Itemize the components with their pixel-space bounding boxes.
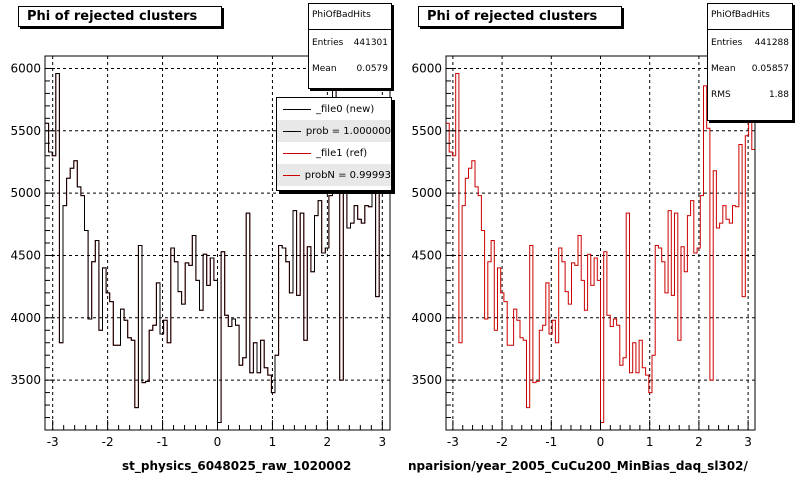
left-xtick-label: -1 [157,435,169,449]
legend-entry-probn: probN = 0.99993 [277,164,391,186]
left-xtick-label: 2 [324,435,332,449]
left-ytick-label: 3500 [10,373,41,387]
left-stats-mean-row: Mean 0.0579 [309,56,391,82]
left-pad: 3500 4000 4500 5000 5500 6000 -3 -2 -1 0 1 2 3 Phi o… [10,3,392,473]
right-histogram-plot: 3500 4000 4500 5000 5500 6000 -3 -2 -1 0 1 2 3 [411,55,756,449]
right-stats-name: PhiOfBadHits [708,4,792,30]
right-plot-title: Phi of rejected clusters [418,6,622,27]
left-plot-title: Phi of rejected clusters [18,6,222,27]
right-ytick-label: 4500 [411,248,442,262]
legend-swatch-prob [283,130,301,132]
left-x-axis-label: st_physics_6048025_raw_1020002 [122,459,352,473]
legend-label-file0: _file0 (new) [316,103,375,115]
right-x-axis-label: nparision/year_2005_CuCu200_MinBias_daq_… [408,459,748,473]
right-stats-rms-value: 1.88 [768,90,789,100]
right-ytick-label: 4000 [411,311,442,325]
right-stats-entries-value: 441288 [754,38,789,48]
left-stats-box[interactable]: PhiOfBadHits Entries 441301 Mean 0.0579 [308,3,392,89]
left-xtick-label: 0 [214,435,222,449]
left-xtick-label: 3 [378,435,386,449]
right-stats-entries-label: Entries [711,38,743,48]
legend-swatch-file1 [283,152,311,154]
left-xtick-label: -2 [102,435,114,449]
right-xtick-label: 2 [695,435,703,449]
legend-entry-file0: _file0 (new) [277,98,391,120]
right-stats-rms-label: RMS [711,90,731,100]
legend-label-probn: probN = 0.99993 [304,169,391,181]
right-ytick-label: 6000 [411,61,442,75]
legend-swatch-probn [283,174,300,176]
left-stats-entries-row: Entries 441301 [309,30,391,56]
right-stats-entries-row: Entries 441288 [708,30,792,56]
left-ytick-label: 5000 [10,186,41,200]
left-ytick-label: 5500 [10,124,41,138]
right-ytick-label: 3500 [411,373,442,387]
left-stats-entries-value: 441301 [353,38,388,48]
legend-label-prob: prob = 1.000000 [305,125,391,137]
left-stats-entries-label: Entries [312,38,344,48]
left-xtick-label: 1 [269,435,277,449]
right-xtick-label: 1 [646,435,654,449]
right-ytick-label: 5500 [411,124,442,138]
legend-box[interactable]: _file0 (new) prob = 1.000000 _file1 (ref… [276,97,392,191]
left-ytick-label: 4500 [10,248,41,262]
left-ytick-label: 4000 [10,311,41,325]
legend-swatch-file0 [283,108,311,110]
left-xtick-label: -3 [47,435,59,449]
right-stats-box[interactable]: PhiOfBadHits Entries 441288 Mean 0.05857… [707,3,793,121]
left-stats-mean-label: Mean [312,64,337,74]
left-ytick-label: 6000 [10,61,41,75]
right-xtick-label: -3 [447,435,459,449]
right-pad: 3500 4000 4500 5000 5500 6000 -3 -2 -1 0 1 2 3 Phi o… [400,0,800,480]
right-xtick-label: 0 [597,435,605,449]
legend-label-file1: _file1 (ref) [316,147,368,159]
legend-entry-file1: _file1 (ref) [277,142,391,164]
right-stats-rms-row: RMS 1.88 [708,82,792,108]
right-stats-mean-label: Mean [711,64,736,74]
right-xtick-label: -2 [496,435,508,449]
left-stats-name: PhiOfBadHits [309,4,391,30]
right-ytick-label: 5000 [411,186,442,200]
right-xtick-label: 3 [744,435,752,449]
left-stats-mean-value: 0.0579 [356,64,389,74]
right-stats-mean-value: 0.05857 [751,64,789,74]
right-stats-mean-row: Mean 0.05857 [708,56,792,82]
right-xtick-label: -1 [545,435,557,449]
legend-entry-prob: prob = 1.000000 [277,120,391,142]
